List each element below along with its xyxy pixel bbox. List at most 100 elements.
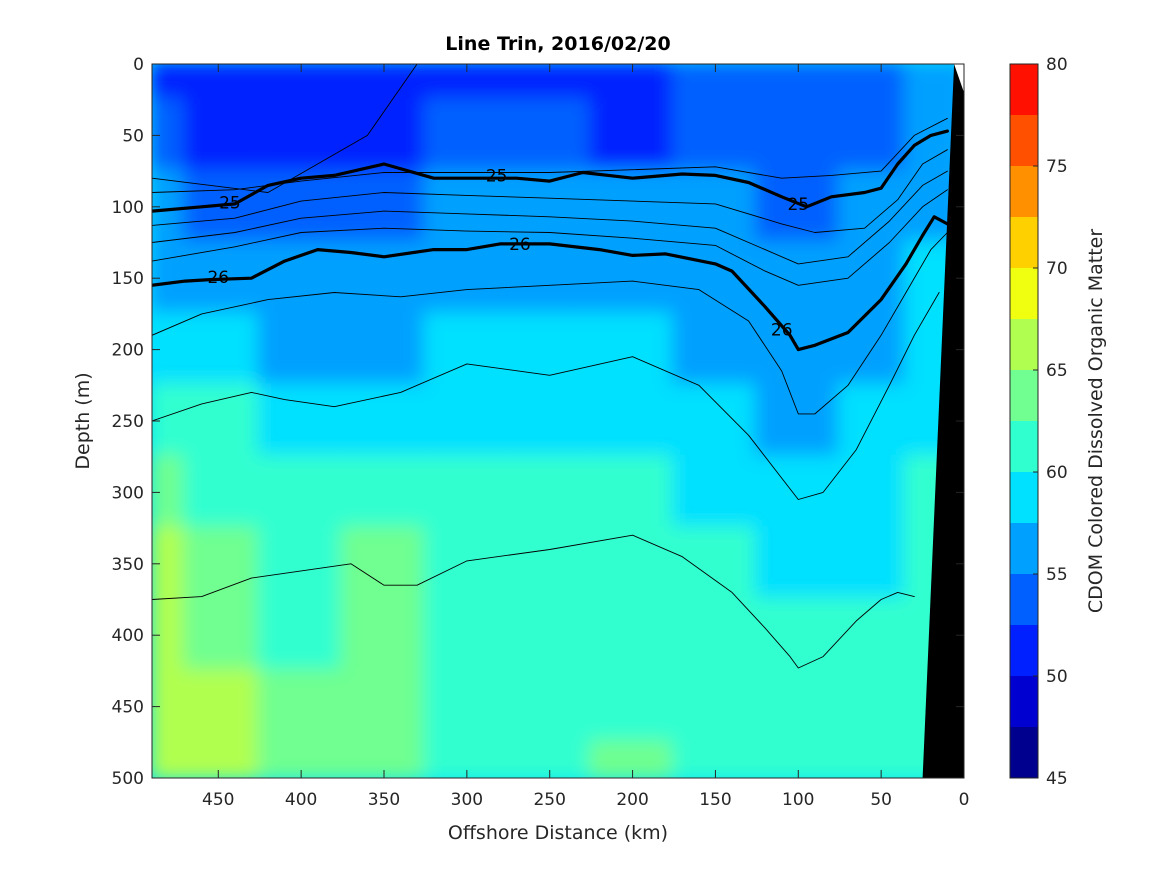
field-cell	[837, 169, 908, 245]
y-tick-label: 0	[133, 55, 144, 75]
no-data-wedge	[954, 64, 964, 93]
field-cell	[183, 97, 262, 174]
field-cell	[340, 597, 428, 673]
field-cell	[837, 526, 908, 602]
x-tick-label: 200	[616, 790, 648, 810]
field-cell	[754, 97, 842, 174]
x-tick-label: 0	[959, 790, 970, 810]
field-cell	[340, 169, 428, 245]
field-cell	[423, 311, 511, 388]
density-contour-25.2	[152, 117, 948, 193]
field-cell	[257, 597, 345, 673]
field-cell	[152, 64, 188, 102]
colorbar-swatch	[1010, 115, 1038, 166]
field-cell	[257, 383, 345, 459]
x-tick-label: 300	[451, 790, 483, 810]
field-cell	[672, 383, 759, 459]
density-contour-26.4	[152, 292, 940, 500]
field-cell	[837, 97, 908, 174]
contour-label: 25	[219, 194, 241, 214]
field-cell	[183, 454, 262, 531]
field-cell	[423, 454, 511, 531]
field-cell	[340, 383, 428, 459]
field-cell	[589, 526, 676, 602]
y-tick-label: 250	[112, 412, 144, 432]
field-cell	[423, 383, 511, 459]
field-cell	[423, 526, 511, 602]
colorbar-label: CDOM Colored Dissolved Organic Matter	[1085, 229, 1107, 613]
contour-labels: 25 25 25 26 26 26	[207, 166, 809, 340]
contour-label: 25	[486, 166, 508, 186]
field-cell	[589, 240, 676, 316]
colorbar-swatch	[1010, 676, 1038, 727]
field-cell	[183, 668, 262, 745]
field-cell	[672, 240, 759, 316]
field-cell	[589, 97, 676, 174]
field-cell	[837, 668, 908, 745]
field-cell	[423, 240, 511, 316]
field-cell	[340, 668, 428, 745]
plot-area: 25 25 25 26 26 26	[151, 63, 965, 779]
y-tick-label: 100	[112, 198, 144, 218]
field-cell	[754, 454, 842, 531]
contour-label: 26	[207, 268, 229, 288]
field-cell	[589, 454, 676, 531]
density-contour-25.4	[152, 149, 948, 233]
colorbar-tick-label: 45	[1046, 769, 1068, 789]
y-tick-label: 500	[112, 769, 144, 789]
y-axis: 0 50 100 150 200 250 300 350 400 450 500	[112, 55, 964, 789]
field-cell	[837, 64, 908, 102]
field-cell	[183, 526, 262, 602]
cdom-field	[152, 64, 964, 778]
field-cell	[506, 454, 594, 531]
field-cell	[589, 597, 676, 673]
field-cell	[837, 597, 908, 673]
field-cell	[589, 169, 676, 245]
field-cell	[257, 311, 345, 388]
field-cell	[754, 383, 842, 459]
colorbar-tick-label: 70	[1046, 259, 1068, 279]
field-cell	[506, 240, 594, 316]
field-cell	[672, 597, 759, 673]
density-contour-25.6	[152, 170, 948, 265]
field-cell	[340, 97, 428, 174]
x-tick-label: 50	[870, 790, 892, 810]
bathymetry-layer	[922, 64, 964, 778]
density-contour-26.2	[152, 232, 948, 415]
y-tick-label: 350	[112, 555, 144, 575]
field-cell	[423, 597, 511, 673]
colorbar-swatch	[1010, 727, 1038, 778]
field-cell	[837, 740, 908, 778]
density-contour-24.5	[152, 64, 418, 193]
colorbar-swatch	[1010, 268, 1038, 319]
colorbar-swatch	[1010, 421, 1038, 472]
field-cell	[183, 311, 262, 388]
colorbar-swatch	[1010, 319, 1038, 370]
chart-title: Line Trin, 2016/02/20	[445, 33, 670, 55]
field-cell	[340, 526, 428, 602]
field-cell	[754, 240, 842, 316]
field-cell	[754, 597, 842, 673]
colorbar-tick-label: 65	[1046, 361, 1068, 381]
field-cell	[589, 383, 676, 459]
colorbar-ticks: 45 50 55 60 65 70 75 80	[1033, 55, 1068, 789]
field-cell	[506, 597, 594, 673]
x-tick-label: 400	[285, 790, 317, 810]
field-cell	[257, 668, 345, 745]
field-cell	[672, 526, 759, 602]
x-tick-label: 150	[699, 790, 731, 810]
field-cell	[423, 97, 511, 174]
colorbar-swatch	[1010, 472, 1038, 523]
colorbar-swatch	[1010, 370, 1038, 421]
field-cell	[506, 383, 594, 459]
field-cell	[183, 64, 262, 102]
density-contour-25	[152, 129, 949, 213]
x-axis: 450 400 350 300 250 200 150 100 50 0	[202, 64, 969, 810]
field-cell	[506, 668, 594, 745]
field-cell	[183, 597, 262, 673]
colorbar-swatch	[1010, 166, 1038, 217]
field-cell	[589, 311, 676, 388]
field-cell	[183, 383, 262, 459]
density-contour-25.8	[152, 189, 948, 286]
